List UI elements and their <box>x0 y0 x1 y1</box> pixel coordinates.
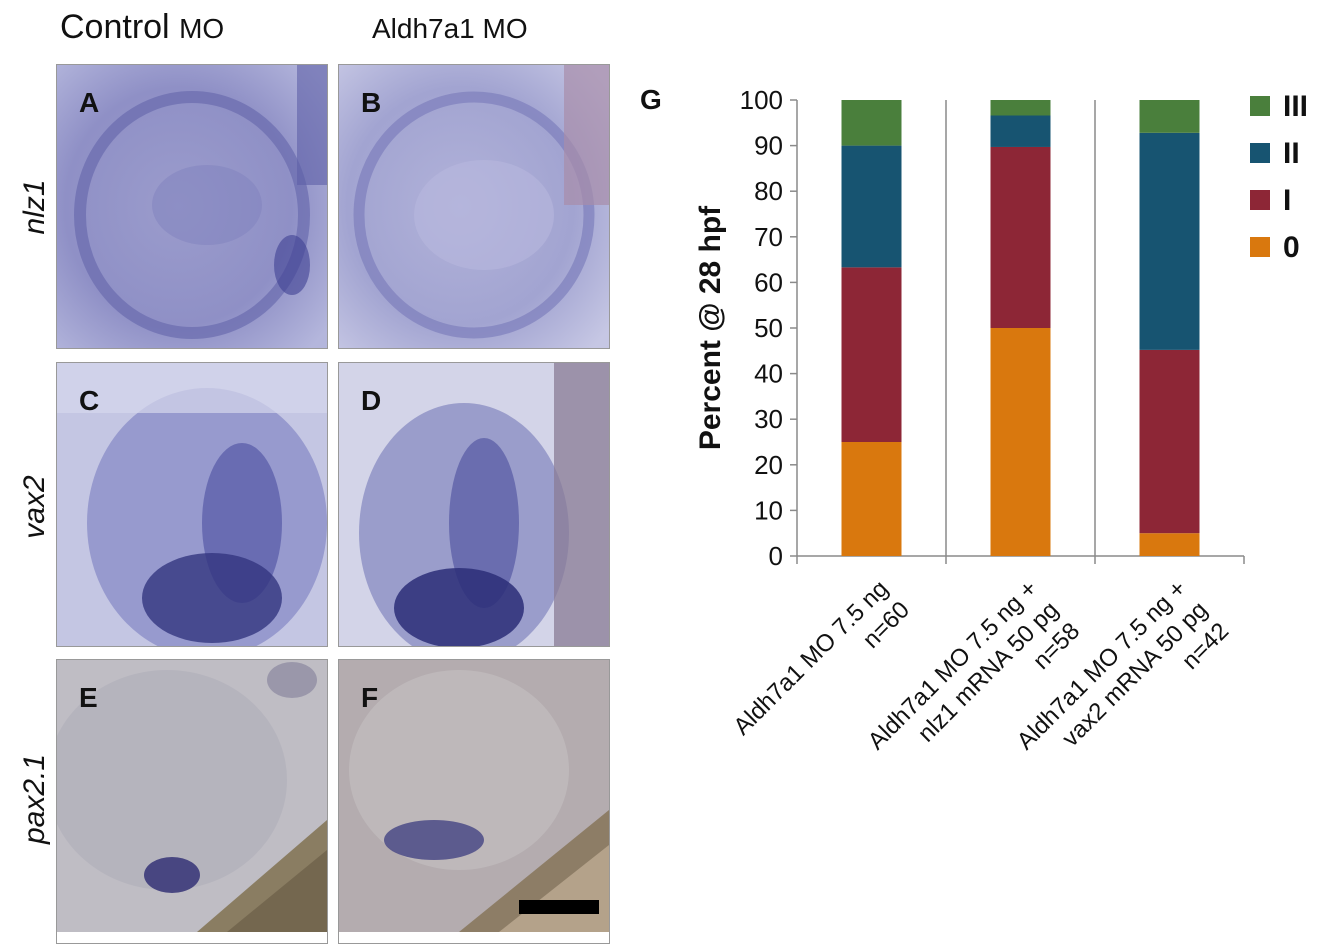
row-label-nlz1: nlz1 <box>18 179 51 235</box>
y-tick-label: 100 <box>740 85 783 115</box>
stacked-bar-chart: 0 10 20 30 40 50 60 70 80 90 100 Percent @ 28 hpf Al… <box>694 85 1308 755</box>
micrograph-panel-e: E <box>56 659 328 944</box>
y-axis-label: Percent @ 28 hpf <box>694 205 727 450</box>
bar-segment-iii <box>841 100 902 146</box>
column-title-control-suffix: MO <box>179 13 225 44</box>
row-label-pax21: pax2.1 <box>18 753 51 844</box>
bar-segment-ii <box>1139 132 1200 350</box>
bar-segment-zero <box>990 328 1051 556</box>
legend-label-ii: II <box>1283 137 1300 170</box>
panel-letter-b: B <box>361 87 382 118</box>
bar-segment-i <box>1139 349 1200 534</box>
panel-letter-e: E <box>79 682 98 713</box>
micrograph-panel-c: C <box>56 362 328 647</box>
category-label-line: Aldh7a1 MO 7.5 ng <box>728 575 893 740</box>
bar-segment-iii <box>990 100 1051 116</box>
bar-segment-zero <box>841 442 902 556</box>
micrograph-panel-a: A <box>56 64 328 349</box>
legend-swatch-iii <box>1250 96 1270 116</box>
y-tick-label: 0 <box>769 541 783 571</box>
column-title-aldh7a1: Aldh7a1 MO <box>372 8 528 47</box>
y-tick-label: 20 <box>754 450 783 480</box>
legend-label-i: I <box>1283 184 1291 217</box>
panel-letter-d: D <box>361 385 382 416</box>
bar-segment-ii <box>990 115 1051 147</box>
row-label-vax2: vax2 <box>18 475 51 539</box>
y-tick-label: 80 <box>754 176 783 206</box>
micrograph-a-image <box>57 65 327 348</box>
bar-segment-zero <box>1139 533 1200 556</box>
column-title-aldh7a1-text: Aldh7a1 MO <box>372 13 528 44</box>
y-tick-label: 90 <box>754 131 783 161</box>
legend-swatch-ii <box>1250 143 1270 163</box>
micrograph-panel-f: F <box>338 659 610 944</box>
scale-bar <box>519 900 599 914</box>
micrograph-e-image <box>57 660 327 932</box>
y-tick-label: 10 <box>754 495 783 525</box>
chart-panel-letter: G <box>640 84 662 115</box>
bar-segment-i <box>841 267 902 442</box>
micrograph-b-image <box>339 65 609 348</box>
legend-swatch-i <box>1250 190 1270 210</box>
panel-letter-c: C <box>79 385 100 416</box>
legend-swatch-zero <box>1250 237 1270 257</box>
micrograph-f-image <box>339 660 609 932</box>
micrograph-panel-b: B <box>338 64 610 349</box>
y-tick-label: 30 <box>754 404 783 434</box>
micrograph-d-image <box>339 363 609 646</box>
panel-letter-f: F <box>361 682 379 713</box>
y-tick-label: 50 <box>754 313 783 343</box>
bar-segment-ii <box>841 145 902 268</box>
column-title-control-main: Control <box>60 8 170 46</box>
y-tick-label: 40 <box>754 359 783 389</box>
panel-letter-a: A <box>79 87 100 118</box>
y-tick-label: 70 <box>754 222 783 252</box>
y-tick-label: 60 <box>754 267 783 297</box>
micrograph-panel-d: D <box>338 362 610 647</box>
bar-segment-iii <box>1139 100 1200 133</box>
micrograph-c-image <box>57 363 327 646</box>
bar-segment-i <box>990 146 1051 328</box>
column-title-control: Control MO <box>60 8 224 47</box>
legend-label-iii: III <box>1283 90 1308 123</box>
legend-label-zero: 0 <box>1283 231 1300 264</box>
